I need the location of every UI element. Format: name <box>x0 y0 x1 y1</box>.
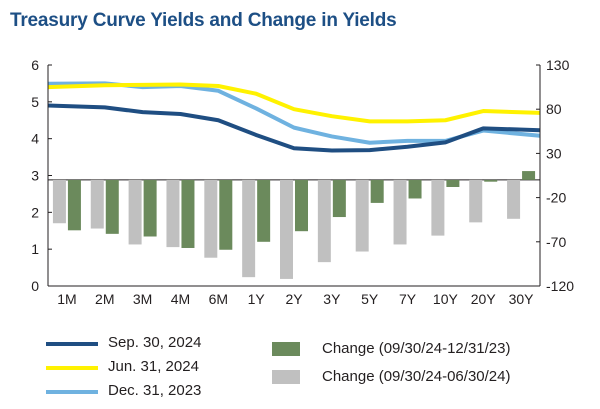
tick-labels: 0 1 2 3 4 5 6 -120 -70 -20 30 80 130 1M 2M 3M 4M 6M 1Y 2Y 3Y… <box>31 57 574 307</box>
bar-change-dec-7Y <box>408 179 422 199</box>
x-tick-label-1Y: 1Y <box>248 291 266 307</box>
left-tick-label: 3 <box>31 168 39 184</box>
x-tick-label-7Y: 7Y <box>399 291 417 307</box>
legend-label: Change (09/30/24-12/31/23) <box>322 340 511 357</box>
right-tick-label: -70 <box>546 234 566 250</box>
right-tick-label: 80 <box>546 101 562 117</box>
x-tick-label-4M: 4M <box>171 291 190 307</box>
bar-change-dec-10Y <box>446 179 460 187</box>
right-tick-label: 30 <box>546 145 562 161</box>
bar-change-dec-3Y <box>332 179 346 218</box>
left-tick-label: 4 <box>31 131 39 147</box>
x-tick-label-20Y: 20Y <box>471 291 497 307</box>
bar-change-jun-6M <box>204 179 218 258</box>
bar-change-jun-3M <box>128 179 142 245</box>
bar-change-dec-20Y <box>484 179 498 182</box>
x-tick-label-30Y: 30Y <box>509 291 535 307</box>
bar-change-dec-30Y <box>522 171 536 180</box>
bar-change-jun-20Y <box>469 179 483 223</box>
left-tick-label: 2 <box>31 204 39 220</box>
x-tick-label-2Y: 2Y <box>285 291 303 307</box>
x-tick-label-1M: 1M <box>57 291 76 307</box>
legend-swatch <box>46 390 98 394</box>
bar-change-jun-2M <box>90 179 104 229</box>
legend-label: Jun. 31, 2024 <box>108 358 199 375</box>
bar-change-jun-1M <box>52 179 66 224</box>
x-tick-label-6M: 6M <box>209 291 228 307</box>
legend-label: Dec. 31, 2023 <box>108 382 202 399</box>
left-tick-label: 5 <box>31 94 39 110</box>
bar-change-jun-3Y <box>317 179 331 263</box>
line-series-layer <box>47 81 541 153</box>
bar-change-dec-2Y <box>295 179 308 232</box>
bar-change-dec-1Y <box>257 179 271 242</box>
x-tick-label-3M: 3M <box>133 291 152 307</box>
bar-change-jun-30Y <box>507 179 521 219</box>
line-series-1 <box>47 82 541 124</box>
legend-swatch <box>272 342 300 356</box>
bar-change-jun-7Y <box>393 179 407 245</box>
bar-change-jun-1Y <box>242 179 256 278</box>
x-tick-label-10Y: 10Y <box>433 291 459 307</box>
right-tick-label: 130 <box>546 57 570 73</box>
bar-change-dec-1M <box>67 179 81 231</box>
left-tick-label: 1 <box>31 241 39 257</box>
bar-change-dec-5Y <box>370 179 384 203</box>
legend-swatch <box>46 342 98 346</box>
chart-title: Treasury Curve Yields and Change in Yiel… <box>10 10 397 31</box>
bar-change-dec-6M <box>219 179 233 250</box>
legend-swatch <box>272 370 300 384</box>
x-tick-label-2M: 2M <box>95 291 114 307</box>
left-tick-label: 0 <box>31 278 39 294</box>
bar-change-dec-2M <box>105 179 119 234</box>
legend-label: Sep. 30, 2024 <box>108 334 202 351</box>
line-series-0 <box>47 103 541 153</box>
left-tick-label: 6 <box>31 57 39 73</box>
bar-change-dec-3M <box>143 179 157 237</box>
right-tick-label: -120 <box>546 278 574 294</box>
bar-change-jun-10Y <box>431 179 445 236</box>
right-tick-label: -20 <box>546 190 566 206</box>
bar-change-jun-4M <box>166 179 180 248</box>
legend-swatch <box>46 366 98 370</box>
bar-series-layer <box>52 171 536 279</box>
axes <box>47 64 541 287</box>
legend-label: Change (09/30/24-06/30/24) <box>322 368 511 385</box>
bar-change-jun-5Y <box>355 179 369 252</box>
x-tick-label-3Y: 3Y <box>323 291 341 307</box>
bar-change-jun-2Y <box>280 179 293 279</box>
bar-change-dec-4M <box>181 179 195 248</box>
x-tick-label-5Y: 5Y <box>361 291 379 307</box>
